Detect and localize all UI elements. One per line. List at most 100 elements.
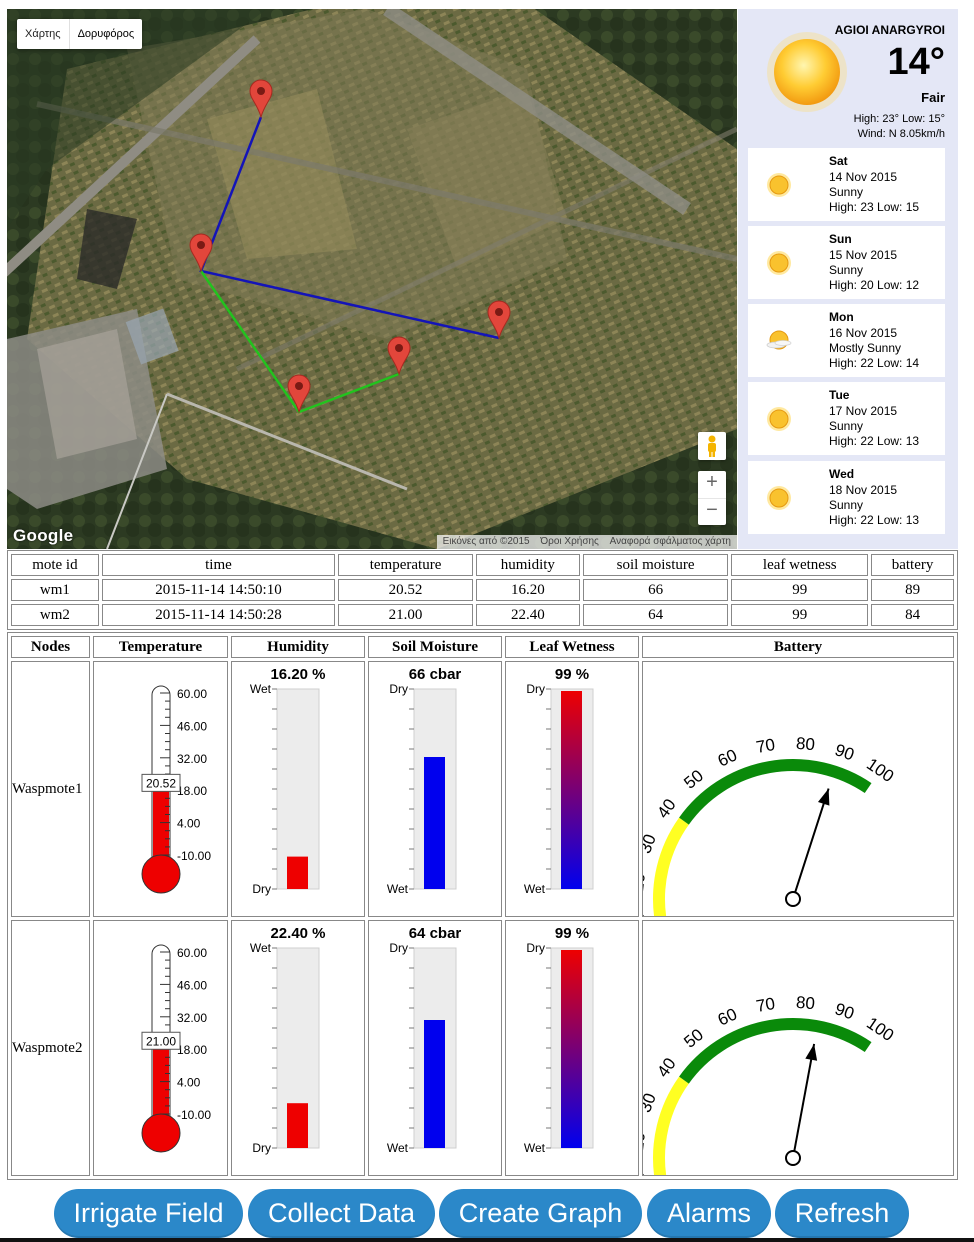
table-cell: 2015-11-14 14:50:10 (101, 579, 336, 601)
create-graph-button[interactable]: Create Graph (439, 1189, 642, 1238)
map-marker[interactable] (287, 374, 311, 414)
table-cell: 64 (582, 604, 729, 626)
node-row: Waspmote2 60.00 46.00 32.00 18.00 4.00 -10.00… (11, 920, 954, 1176)
thermometer-tick-label: 18.00 (177, 1043, 207, 1057)
battery-tick-label: 10 (643, 1171, 650, 1175)
battery-band (653, 817, 689, 916)
gauge-value-label: 64 cbar (409, 925, 462, 942)
forecast-day-name: Sun (829, 232, 852, 246)
battery-tick-label: 60 (715, 1004, 740, 1029)
sun-icon (767, 486, 791, 510)
battery-tick-label: 80 (795, 734, 815, 754)
forecast-condition: Sunny (829, 419, 864, 433)
column-header: Soil Moisture (368, 636, 502, 658)
column-header: battery (871, 554, 954, 576)
battery-needle-head (817, 788, 830, 806)
table-cell: 99 (731, 579, 869, 601)
column-header: mote id (11, 554, 99, 576)
bar-fill (287, 1103, 308, 1148)
sun-cloud-icon (766, 330, 792, 350)
thermometer-tick-label: 18.00 (177, 784, 207, 798)
column-header: Temperature (93, 636, 228, 658)
map-marker[interactable] (487, 300, 511, 340)
irrigate-field-button[interactable]: Irrigate Field (54, 1189, 243, 1238)
table-cell: 21.00 (338, 604, 473, 626)
bar-top-label: Dry (526, 682, 545, 696)
battery-tick-label: 20 (643, 872, 649, 893)
forecast-day: Tue 17 Nov 2015 Sunny High: 22 Low: 13 (748, 382, 945, 455)
thermometer-bulb (141, 854, 181, 894)
battery-needle-head (805, 1043, 818, 1061)
weather-high-low: High: 23° Low: 15° (853, 113, 945, 125)
forecast-day-name: Wed (829, 467, 855, 481)
temperature-value-box (141, 773, 181, 792)
gauge-value-label: 99 % (555, 925, 589, 942)
temperature-value-label: 21.00 (146, 1034, 176, 1048)
forecast-day: Wed 18 Nov 2015 Sunny High: 22 Low: 13 (748, 461, 945, 534)
forecast-date: 16 Nov 2015 (829, 326, 898, 340)
forecast-day-name: Tue (829, 388, 850, 402)
table-row: wm2 2015-11-14 14:50:28 21.00 22.40 64 9… (11, 604, 954, 626)
column-header: Humidity (231, 636, 365, 658)
bar-top-label: Dry (526, 941, 545, 955)
zoom-in-button[interactable]: + (706, 471, 718, 493)
alarms-button[interactable]: Alarms (647, 1189, 771, 1238)
terms-link[interactable]: Όροι Χρήσης (540, 536, 599, 547)
weather-city: AGIOI ANARGYROI (834, 23, 945, 37)
satellite-imagery[interactable] (7, 9, 737, 549)
street-view-pegman-icon[interactable] (698, 432, 726, 460)
map-marker[interactable] (249, 79, 273, 119)
battery-tick-label: 90 (832, 999, 856, 1023)
bar-bottom-label: Dry (252, 1141, 271, 1155)
google-logo: Google (13, 526, 74, 545)
forecast-condition: Sunny (829, 185, 864, 199)
measurements-table: mote id time temperature humidity soil m… (7, 550, 958, 630)
gauges-table: Nodes Temperature Humidity Soil Moisture… (7, 632, 958, 1180)
gauge-value-label: 22.40 % (270, 925, 325, 942)
gauge-value-label: 99 % (555, 666, 589, 683)
map-type-satellite-button[interactable]: Δορυφόρος (68, 19, 143, 49)
zoom-control: + − (698, 471, 726, 525)
sun-icon (767, 251, 791, 275)
bar-top-label: Dry (389, 682, 408, 696)
table-cell: 22.40 (475, 604, 580, 626)
forecast-day: Sat 14 Nov 2015 Sunny High: 23 Low: 15 (748, 148, 945, 221)
map-type-map-button[interactable]: Χάρτης (25, 28, 61, 40)
imagery-credit: Εικόνες από ©2015 (442, 536, 530, 547)
battery-dial-gauge: 0102030405060708090100 (643, 993, 897, 1175)
map-marker[interactable] (387, 336, 411, 376)
weather-temperature: 14° (887, 41, 945, 83)
column-header: Nodes (11, 636, 90, 658)
forecast-date: 17 Nov 2015 (829, 404, 898, 418)
leaf-wetness-gauge: 99 % Dry Wet (524, 925, 594, 1155)
collect-data-button[interactable]: Collect Data (248, 1189, 435, 1238)
thermometer-mercury (153, 784, 169, 867)
column-header: soil moisture (582, 554, 729, 576)
table-cell: 20.52 (338, 579, 473, 601)
battery-tick-label: 30 (643, 832, 660, 856)
table-cell: 89 (871, 579, 954, 601)
satellite-map[interactable]: Χάρτης Δορυφόρος + − Google Εικόνες από … (7, 9, 737, 549)
battery-tick-label: 30 (643, 1091, 660, 1115)
refresh-button[interactable]: Refresh (775, 1189, 909, 1238)
thermometer-tick-label: -10.00 (177, 849, 211, 863)
forecast-date: 14 Nov 2015 (829, 170, 898, 184)
battery-tick-label: 50 (680, 1025, 707, 1052)
bar-bottom-label: Wet (524, 1141, 546, 1155)
map-marker[interactable] (189, 233, 213, 273)
column-header: temperature (338, 554, 473, 576)
zoom-out-button[interactable]: − (698, 498, 726, 525)
map-markers[interactable] (7, 9, 737, 549)
forecast-condition: Mostly Sunny (829, 341, 902, 355)
thermometer-tick-label: 4.00 (177, 817, 201, 831)
report-error-link[interactable]: Αναφορά σφάλματος χάρτη (609, 536, 731, 547)
bar-track (276, 688, 320, 890)
battery-tick-label: 40 (653, 1054, 679, 1080)
thermometer-tick-label: 32.00 (177, 1011, 207, 1025)
battery-band (653, 1076, 689, 1175)
bar-top-label: Wet (250, 941, 272, 955)
gauges-header-row: Nodes Temperature Humidity Soil Moisture… (11, 636, 954, 658)
temperature-value-label: 20.52 (146, 776, 176, 790)
